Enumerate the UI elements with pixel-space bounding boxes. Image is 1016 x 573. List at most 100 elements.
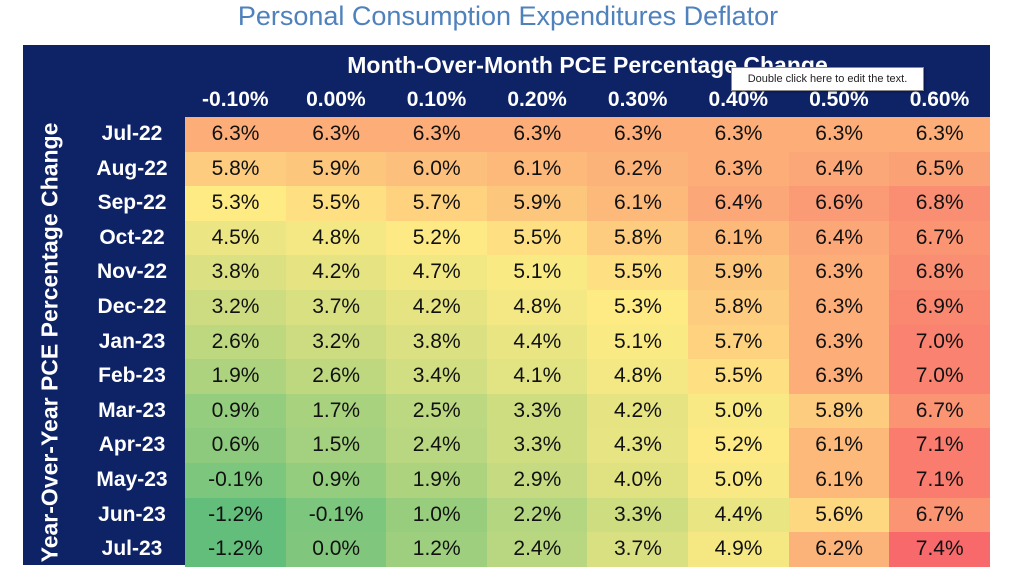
heatmap-cell: 6.3% bbox=[889, 117, 991, 153]
heatmap-cell: 3.8% bbox=[386, 324, 488, 360]
heatmap-cell: 6.8% bbox=[889, 186, 991, 222]
heatmap-cell: 6.3% bbox=[788, 255, 890, 291]
heatmap-cell: 6.1% bbox=[788, 463, 890, 499]
heatmap-cell: 6.2% bbox=[788, 532, 890, 568]
heatmap-cell: 6.3% bbox=[386, 117, 488, 153]
heatmap-cell: 5.7% bbox=[386, 186, 488, 222]
heatmap-cell: 6.1% bbox=[688, 220, 790, 256]
heatmap-cell: 0.6% bbox=[185, 428, 287, 464]
row-label: Nov-22 bbox=[96, 260, 168, 284]
heatmap-cell: 5.6% bbox=[788, 497, 890, 533]
column-label: 0.50% bbox=[809, 88, 869, 111]
heatmap-cell: -0.1% bbox=[285, 497, 387, 533]
row-label: Dec-22 bbox=[97, 295, 167, 318]
heatmap-cell: 4.9% bbox=[688, 532, 790, 568]
column-label: 0.30% bbox=[607, 88, 668, 111]
heatmap-cell: 7.0% bbox=[889, 324, 991, 360]
heatmap-cell: 6.1% bbox=[486, 151, 588, 187]
row-label: Feb-23 bbox=[98, 364, 166, 388]
heatmap-cell: 4.2% bbox=[285, 255, 387, 291]
heatmap-cell: 6.3% bbox=[788, 324, 890, 360]
edit-text-tooltip: Double click here to edit the text. bbox=[731, 67, 924, 91]
row-label: Jan-23 bbox=[98, 329, 166, 353]
heatmap-cell: 3.7% bbox=[587, 532, 689, 568]
heatmap-cell: 1.2% bbox=[386, 532, 488, 568]
row-label: Sep-22 bbox=[97, 191, 167, 215]
heatmap-cell: 5.2% bbox=[688, 428, 790, 464]
row-axis-title-wrapper: Year-Over-Year PCE Percentage Change bbox=[21, 120, 79, 565]
heatmap-cell: 5.5% bbox=[285, 186, 387, 222]
heatmap-cell: 5.5% bbox=[688, 359, 790, 395]
heatmap-cell: 5.3% bbox=[185, 186, 287, 222]
row-label: May-23 bbox=[96, 468, 168, 491]
heatmap-cell: 5.9% bbox=[285, 151, 387, 187]
heatmap-cell: 2.4% bbox=[486, 532, 588, 568]
heatmap-cell: 4.5% bbox=[185, 220, 287, 256]
chart-title: Personal Consumption Expenditures Deflat… bbox=[237, 1, 779, 31]
row-label: Jul-22 bbox=[101, 122, 163, 145]
heatmap-cell: 5.1% bbox=[587, 324, 689, 360]
heatmap-cell: 0.9% bbox=[185, 393, 287, 429]
heatmap-cell: 6.3% bbox=[788, 359, 890, 395]
row-label: Oct-22 bbox=[99, 225, 165, 249]
heatmap-cell: 4.8% bbox=[587, 359, 689, 395]
heatmap-cell: 3.8% bbox=[185, 255, 287, 291]
heatmap-cell: 6.9% bbox=[889, 290, 991, 326]
heatmap-cell: 6.4% bbox=[788, 220, 890, 256]
heatmap-cell: 1.9% bbox=[386, 463, 488, 499]
heatmap-cell: 4.2% bbox=[587, 393, 689, 429]
heatmap-cell: 3.2% bbox=[185, 290, 287, 326]
row-label: Mar-23 bbox=[98, 398, 166, 422]
heatmap-cell: 5.5% bbox=[587, 255, 689, 291]
heatmap-cell: 5.5% bbox=[486, 220, 588, 256]
heatmap-cell: 5.0% bbox=[688, 393, 790, 429]
heatmap-cell: 0.0% bbox=[285, 532, 387, 568]
row-label: Jun-23 bbox=[98, 502, 166, 526]
column-label: -0.10% bbox=[202, 88, 269, 111]
heatmap-cell: 6.7% bbox=[889, 497, 991, 533]
heatmap-cell: 5.8% bbox=[788, 393, 890, 429]
heatmap-cell: 6.3% bbox=[185, 117, 287, 153]
heatmap-cell: -1.2% bbox=[185, 497, 287, 533]
column-label: 0.20% bbox=[507, 88, 567, 111]
heatmap-cell: 4.1% bbox=[486, 359, 588, 395]
heatmap-cell: 3.2% bbox=[285, 324, 387, 360]
heatmap-cell: 7.4% bbox=[889, 532, 991, 568]
heatmap-cell: 3.3% bbox=[587, 497, 689, 533]
heatmap-cell: 2.5% bbox=[386, 393, 488, 429]
heatmap-cell: 6.1% bbox=[788, 428, 890, 464]
column-label: 0.00% bbox=[306, 88, 366, 111]
heatmap-cell: 6.1% bbox=[587, 186, 689, 222]
heatmap-cell: 2.6% bbox=[285, 359, 387, 395]
heatmap-cell: 2.2% bbox=[486, 497, 588, 533]
heatmap-cell: 5.0% bbox=[688, 463, 790, 499]
heatmap-cell: 1.7% bbox=[285, 393, 387, 429]
heatmap-cell: 1.5% bbox=[285, 428, 387, 464]
heatmap-cell: 7.1% bbox=[889, 428, 991, 464]
row-label: Jul-23 bbox=[101, 537, 163, 561]
heatmap-cell: 5.8% bbox=[185, 151, 287, 187]
heatmap-cell: 6.3% bbox=[285, 117, 387, 153]
heatmap-cell: 6.3% bbox=[688, 117, 790, 153]
heatmap-cell: 5.9% bbox=[486, 186, 588, 222]
heatmap-cell: 6.3% bbox=[788, 290, 890, 326]
heatmap-cell: 2.6% bbox=[185, 324, 287, 360]
heatmap-cell: 5.2% bbox=[386, 220, 488, 256]
heatmap-cell: 5.3% bbox=[587, 290, 689, 326]
heatmap-cell: 4.0% bbox=[587, 463, 689, 499]
heatmap-cell: 4.8% bbox=[285, 220, 387, 256]
row-label: Aug-22 bbox=[96, 156, 168, 180]
column-label: 0.60% bbox=[909, 88, 970, 111]
heatmap-cell: 4.8% bbox=[486, 290, 588, 326]
heatmap-cell: 5.8% bbox=[587, 220, 689, 256]
heatmap-cell: -0.1% bbox=[185, 463, 287, 499]
heatmap-cell: 6.6% bbox=[788, 186, 890, 222]
heatmap-cell: 7.0% bbox=[889, 359, 991, 395]
heatmap-cell: 6.4% bbox=[688, 186, 790, 222]
row-axis-title: Year-Over-Year PCE Percentage Change bbox=[36, 122, 63, 563]
heatmap-cell: 5.9% bbox=[688, 255, 790, 291]
heatmap-cell: 1.0% bbox=[386, 497, 488, 533]
heatmap-cell: 6.4% bbox=[788, 151, 890, 187]
heatmap-cell: 5.8% bbox=[688, 290, 790, 326]
heatmap-cell: 5.7% bbox=[688, 324, 790, 360]
